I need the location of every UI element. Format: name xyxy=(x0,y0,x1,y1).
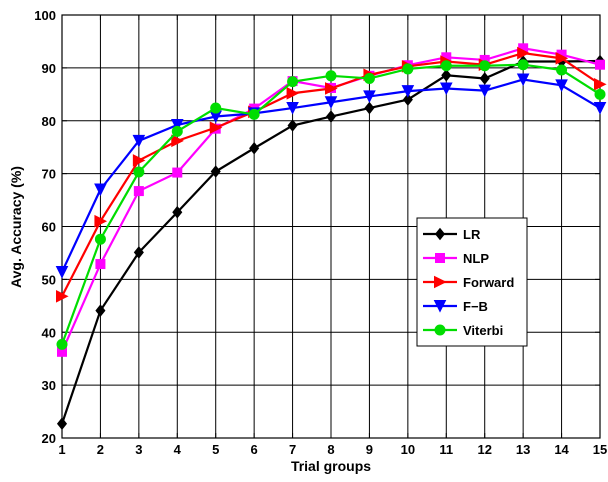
data-point xyxy=(440,60,452,72)
series-lines xyxy=(55,43,607,431)
data-point xyxy=(324,96,338,109)
data-point xyxy=(56,289,69,303)
data-point xyxy=(133,186,144,197)
data-point xyxy=(593,102,607,115)
series-f-b xyxy=(55,73,607,279)
data-point xyxy=(517,59,529,71)
y-tick-label: 20 xyxy=(42,431,56,446)
data-point xyxy=(210,102,222,114)
x-axis-title: Trial groups xyxy=(291,458,371,474)
data-point xyxy=(439,82,453,96)
data-point xyxy=(325,70,337,82)
legend-label: Forward xyxy=(463,275,514,290)
x-tick-label: 13 xyxy=(516,442,530,457)
y-tick-label: 30 xyxy=(42,378,56,393)
x-tick-label: 2 xyxy=(97,442,104,457)
data-point xyxy=(286,102,299,115)
y-tick-label: 100 xyxy=(34,8,56,23)
data-point xyxy=(171,134,184,148)
data-point xyxy=(594,88,606,100)
series-lr xyxy=(56,54,606,431)
legend-label: Viterbi xyxy=(463,323,503,338)
data-point xyxy=(172,205,183,219)
data-point xyxy=(402,93,413,106)
data-point xyxy=(555,79,568,92)
legend-label: NLP xyxy=(463,251,489,266)
data-point xyxy=(478,84,492,98)
data-point xyxy=(210,165,221,178)
data-point xyxy=(401,85,415,98)
data-point xyxy=(248,108,260,120)
x-tick-label: 3 xyxy=(135,442,142,457)
data-point xyxy=(287,119,298,132)
data-point xyxy=(363,72,375,84)
y-tick-label: 70 xyxy=(42,167,56,182)
data-point xyxy=(363,90,376,104)
data-point xyxy=(94,214,108,228)
data-point xyxy=(171,125,183,137)
y-tick-label: 40 xyxy=(42,325,56,340)
x-tick-label: 15 xyxy=(593,442,607,457)
data-point xyxy=(95,259,106,270)
data-point xyxy=(325,110,337,123)
y-tick-label: 60 xyxy=(42,220,56,235)
y-tick-label: 90 xyxy=(42,61,56,76)
data-point xyxy=(517,46,530,60)
data-point xyxy=(170,118,184,132)
data-point xyxy=(441,68,452,82)
data-point xyxy=(94,183,107,197)
legend-marker xyxy=(433,300,447,313)
data-point xyxy=(132,134,146,148)
data-point xyxy=(133,166,145,178)
data-point xyxy=(56,417,68,431)
x-tick-label: 10 xyxy=(401,442,415,457)
data-point xyxy=(595,59,605,70)
data-point xyxy=(325,82,338,95)
x-tick-label: 4 xyxy=(174,442,182,457)
data-point xyxy=(479,60,491,72)
y-tick-label: 80 xyxy=(42,114,56,129)
series-viterbi xyxy=(56,59,606,350)
x-tick-label: 8 xyxy=(327,442,334,457)
x-tick-label: 11 xyxy=(439,442,453,457)
data-point xyxy=(555,52,569,65)
x-tick-label: 1 xyxy=(58,442,65,457)
data-point xyxy=(132,154,146,167)
x-tick-label: 7 xyxy=(289,442,296,457)
data-point xyxy=(55,265,69,279)
y-axis-title: Avg. Accuracy (%) xyxy=(8,166,24,288)
x-tick-label: 14 xyxy=(554,442,569,457)
legend: LR NLP Forward F−B Viterbi xyxy=(416,217,528,347)
x-tick-label: 9 xyxy=(366,442,373,457)
data-point xyxy=(402,63,414,75)
legend-label: LR xyxy=(463,227,481,242)
x-tick-label: 5 xyxy=(212,442,219,457)
legend-marker xyxy=(434,227,446,241)
legend-marker xyxy=(434,275,447,289)
data-point xyxy=(249,141,260,155)
x-tick-label: 6 xyxy=(251,442,258,457)
data-point xyxy=(95,304,106,317)
data-point xyxy=(594,77,607,91)
data-point xyxy=(556,64,568,76)
legend-marker xyxy=(434,324,446,336)
data-point xyxy=(56,338,68,350)
data-point xyxy=(286,86,300,100)
legend-marker xyxy=(435,253,445,263)
x-axis: 1 2 3 4 5 6 7 8 9 10 11 12 13 14 15 xyxy=(58,15,607,457)
data-point xyxy=(364,101,375,115)
data-point xyxy=(479,72,490,85)
data-point xyxy=(133,246,144,259)
data-point xyxy=(94,233,106,245)
data-point xyxy=(172,167,183,178)
legend-label: F−B xyxy=(463,299,488,314)
x-tick-label: 12 xyxy=(477,442,491,457)
data-point xyxy=(287,76,299,88)
y-axis: 20 30 40 50 60 70 80 90 100 xyxy=(34,8,600,446)
y-tick-label: 50 xyxy=(42,272,56,287)
data-point xyxy=(516,73,530,87)
data-point xyxy=(209,121,223,134)
